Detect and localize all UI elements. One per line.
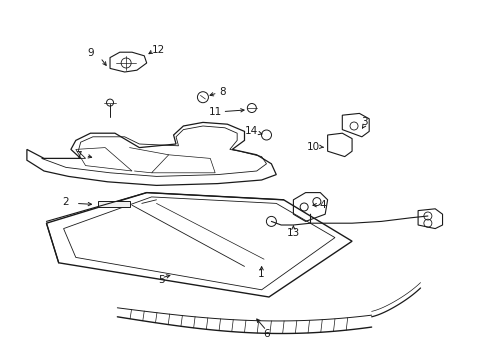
Text: 10: 10: [306, 142, 319, 152]
Text: 9: 9: [87, 48, 94, 58]
Text: 7: 7: [75, 150, 81, 161]
Text: 14: 14: [244, 126, 258, 136]
Polygon shape: [98, 201, 129, 207]
Text: 6: 6: [263, 329, 269, 339]
Text: 3: 3: [360, 117, 367, 127]
Text: 11: 11: [208, 107, 222, 117]
Text: 5: 5: [158, 275, 164, 285]
Text: 2: 2: [62, 197, 69, 207]
Text: 13: 13: [286, 228, 300, 238]
Text: 8: 8: [219, 87, 225, 97]
Text: 4: 4: [319, 200, 325, 210]
Text: 12: 12: [152, 45, 165, 55]
Text: 1: 1: [258, 269, 264, 279]
